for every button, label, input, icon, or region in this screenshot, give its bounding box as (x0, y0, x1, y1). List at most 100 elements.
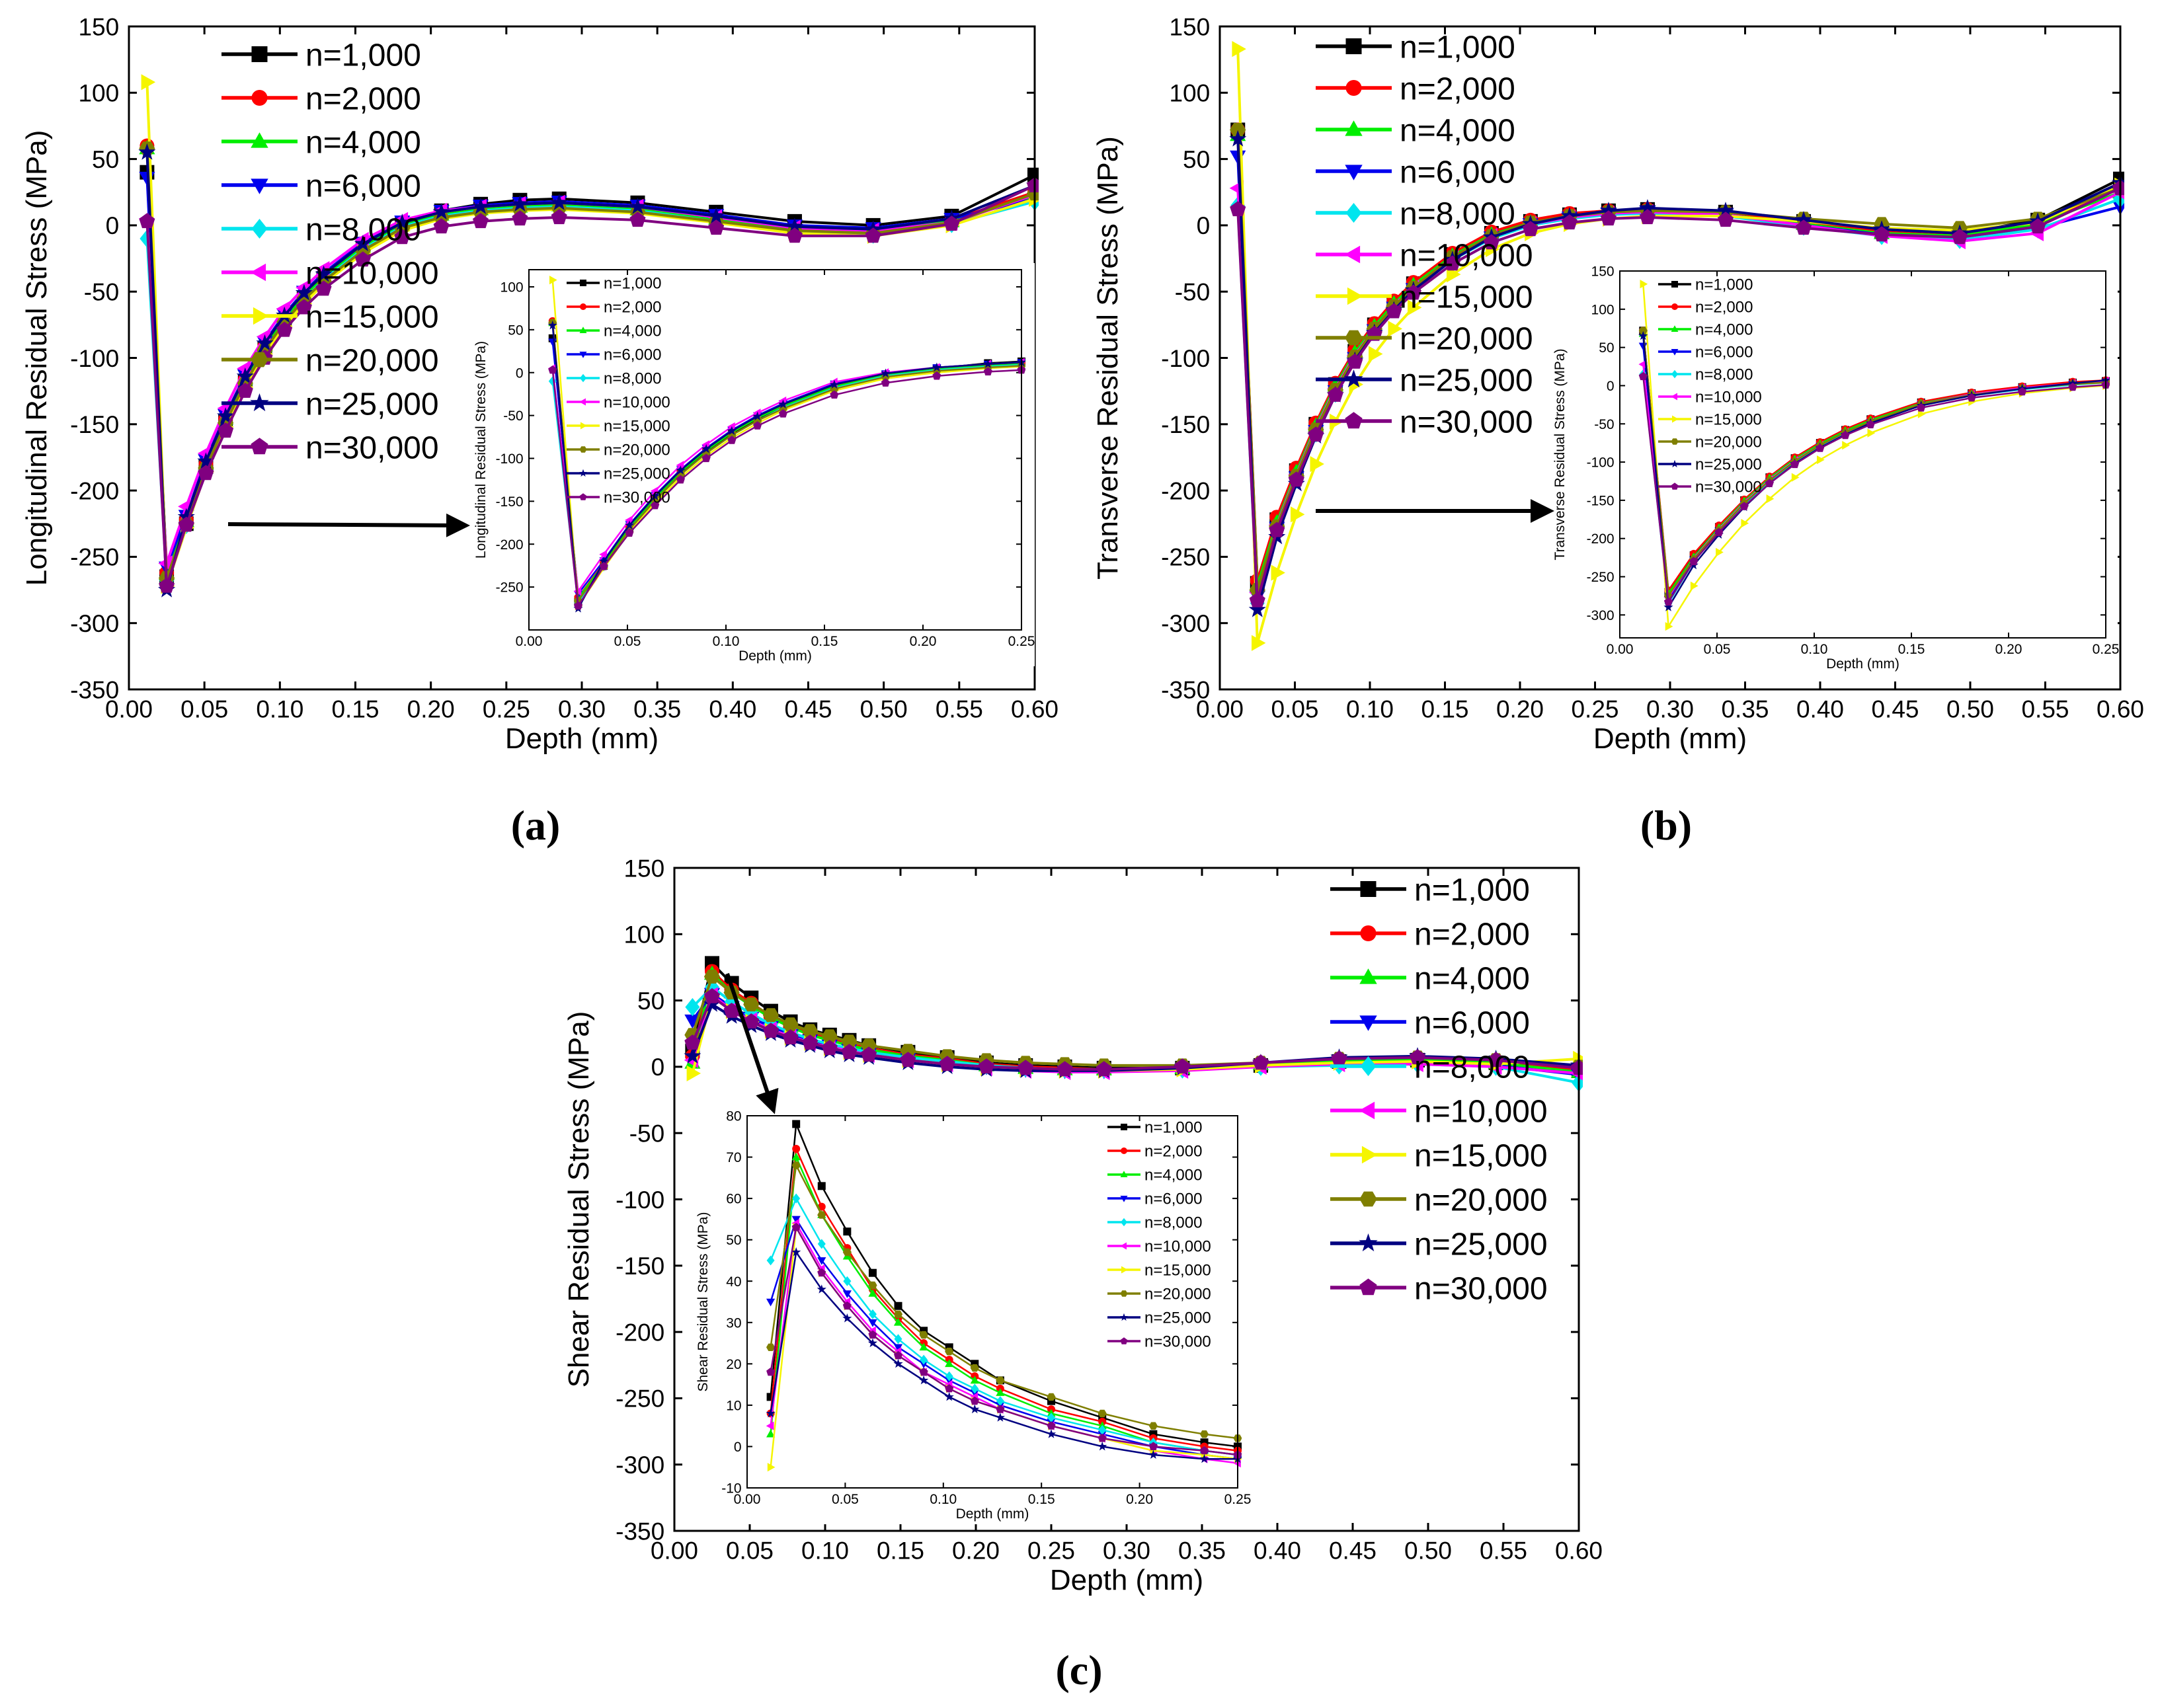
data-point-a-8 (177, 508, 195, 525)
x-tick-label-c-inset: 0.00 (734, 1492, 761, 1507)
x-tick-label-c-inset: 0.20 (1126, 1492, 1153, 1507)
data-point-b-6 (1232, 41, 1246, 58)
legend-label-2: n=4,000 (305, 125, 421, 160)
plot-frame-b-inset (1619, 270, 2106, 639)
data-point-c-inset-7 (817, 1211, 826, 1219)
data-point-a-8 (785, 217, 803, 234)
data-point-c-8 (684, 1047, 701, 1064)
data-point-a-9 (296, 299, 312, 315)
data-point-b-7 (1230, 123, 1246, 137)
data-point-b-inset-9 (1714, 527, 1724, 536)
panel-label-0: (a) (511, 802, 561, 849)
data-point-a-inset-9 (881, 378, 890, 387)
legend-label-1: n=2,000 (604, 299, 661, 317)
y-tick-label-a: -250 (70, 544, 119, 571)
legend-marker-2 (251, 132, 268, 148)
data-point-a-9 (786, 227, 803, 243)
legend-label-5: n=10,000 (604, 394, 670, 412)
x-tick-label-a: 0.55 (936, 696, 983, 723)
legend-label-0: n=1,000 (1144, 1119, 1202, 1137)
legend-marker-6 (580, 422, 587, 430)
y-tick-label-a: -200 (70, 477, 119, 504)
data-point-c-inset-9 (868, 1330, 877, 1339)
data-point-a-inset-9 (625, 528, 634, 537)
data-point-b-inset-6 (1817, 455, 1825, 465)
data-point-a-inset-8 (676, 465, 686, 475)
legend-marker-9 (1671, 483, 1679, 490)
y-axis-label-a: Longitudinal Residual Stress (MPa) (20, 130, 53, 586)
data-point-a-inset-8 (650, 491, 660, 500)
data-point-b-inset-9 (1866, 420, 1875, 428)
data-point-c-7 (782, 1017, 799, 1032)
data-point-c-inset-7 (893, 1310, 903, 1318)
data-point-c-9 (978, 1058, 994, 1074)
legend-label-9: n=30,000 (305, 430, 439, 465)
data-point-c-7 (762, 1008, 779, 1023)
x-tick-label-b: 0.25 (1571, 696, 1618, 723)
legend-marker-9 (579, 493, 587, 500)
data-point-b-inset-6 (1716, 547, 1724, 557)
data-point-c-9 (1018, 1060, 1034, 1075)
data-point-b-6 (1252, 635, 1266, 651)
data-point-a-8 (393, 214, 411, 230)
y-tick-label-a: -350 (70, 676, 119, 703)
data-point-c-inset-9 (817, 1268, 826, 1277)
x-axis-label-b-inset: Depth (mm) (1826, 656, 1899, 672)
legend-label-1: n=2,000 (1695, 299, 1753, 317)
data-point-c-inset-8 (1098, 1441, 1107, 1451)
legend-marker-2 (579, 327, 587, 333)
y-tick-label-c: -350 (616, 1518, 664, 1545)
legend-label-1: n=2,000 (1400, 71, 1515, 106)
data-point-c-9 (762, 1023, 779, 1038)
data-point-c-inset-8 (893, 1358, 903, 1368)
x-tick-label-a-inset: 0.10 (713, 634, 740, 649)
legend-label-5: n=10,000 (1414, 1094, 1548, 1129)
legend-marker-1 (1345, 80, 1362, 96)
plot-area-a-inset (547, 276, 1025, 613)
legend-label-3: n=6,000 (1400, 155, 1515, 190)
data-point-c-inset-3 (842, 1290, 852, 1298)
data-point-c-inset-3 (817, 1257, 826, 1265)
legend-label-1: n=2,000 (1414, 917, 1530, 952)
data-point-b-9 (1327, 387, 1343, 402)
data-point-a-inset-8 (727, 426, 737, 435)
data-point-a-inset-9 (778, 409, 787, 418)
y-tick-label-b: -300 (1161, 610, 1210, 637)
legend-marker-7 (1120, 1290, 1128, 1297)
legend-label-2: n=4,000 (1400, 113, 1515, 148)
data-point-c-inset-2 (970, 1376, 979, 1384)
legend-label-4: n=8,000 (1414, 1050, 1530, 1085)
data-point-c-7 (841, 1034, 858, 1049)
series-line-c-9 (691, 995, 1579, 1071)
y-tick-label-a: 0 (106, 212, 120, 239)
legend-marker-4 (580, 373, 586, 383)
data-point-c-9 (939, 1056, 955, 1071)
y-tick-label-c-inset: 60 (726, 1192, 741, 1207)
legend-marker-6 (253, 307, 269, 325)
inset-arrow-a (227, 513, 470, 537)
data-point-c-inset-8 (1046, 1429, 1057, 1438)
data-point-c-inset-6 (767, 1463, 776, 1472)
data-point-c-inset-7 (945, 1347, 954, 1356)
y-axis-label-c: Shear Residual Stress (MPa) (563, 1011, 595, 1388)
data-point-b-9 (1639, 209, 1656, 225)
y-axis-label-c-inset: Shear Residual Stress (MPa) (696, 1212, 711, 1392)
data-point-b-inset-6 (1741, 519, 1749, 528)
x-tick-label-c: 0.10 (801, 1537, 849, 1565)
data-point-a-8 (138, 143, 156, 160)
data-point-b-8 (1229, 130, 1247, 147)
legend-marker-4 (1360, 1056, 1377, 1076)
y-tick-label-b: -350 (1161, 676, 1210, 703)
data-point-b-6 (1388, 321, 1402, 337)
legend-label-2: n=4,000 (1414, 961, 1530, 996)
data-point-b-6 (1310, 455, 1324, 473)
legend-label-6: n=15,000 (1144, 1262, 1211, 1280)
y-tick-label-c: -300 (616, 1452, 664, 1479)
data-point-c-inset-4 (920, 1354, 928, 1365)
series-line-b-7 (1236, 130, 2121, 592)
data-point-b-inset-6 (1867, 428, 1876, 438)
legend-marker-2 (1120, 1171, 1128, 1177)
x-tick-label-c-inset: 0.05 (832, 1492, 859, 1507)
x-tick-label-a: 0.50 (860, 696, 908, 723)
